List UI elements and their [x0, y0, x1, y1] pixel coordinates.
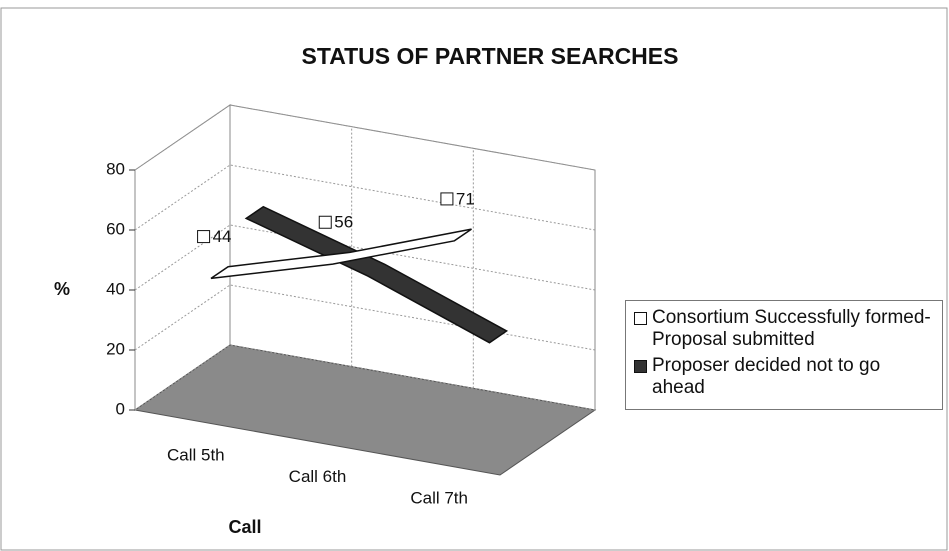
- y-tick-label: 20: [106, 339, 125, 358]
- legend-entry: Proposer decided not to go ahead: [634, 355, 934, 399]
- y-tick-label: 60: [106, 219, 125, 238]
- x-axis-title: Call: [228, 517, 261, 537]
- y-tick-label: 40: [106, 279, 125, 298]
- data-label: 71: [456, 189, 475, 208]
- data-label-box: [197, 230, 211, 244]
- chart-title: STATUS OF PARTNER SEARCHES: [302, 43, 679, 69]
- x-tick-label: Call 5th: [167, 445, 225, 464]
- x-tick-label: Call 7th: [410, 489, 468, 508]
- frame: [0, 7, 948, 551]
- data-label: 44: [213, 227, 232, 246]
- y-axis-title: %: [54, 279, 70, 299]
- data-label-box: [440, 192, 454, 206]
- x-tick-label: Call 6th: [289, 467, 347, 486]
- legend-swatch: [634, 312, 647, 325]
- legend-label: Proposer decided not to go ahead: [652, 355, 881, 398]
- data-label-box: [318, 215, 332, 229]
- ribbon: [244, 205, 509, 344]
- legend-label: Consortium Successfully formed- Proposal…: [652, 307, 931, 350]
- ribbon: [210, 228, 472, 280]
- legend-swatch: [634, 360, 647, 373]
- data-label: 56: [334, 213, 353, 232]
- legend: Consortium Successfully formed- Proposal…: [625, 300, 943, 410]
- legend-entry: Consortium Successfully formed- Proposal…: [634, 307, 934, 351]
- y-tick-label: 80: [106, 159, 125, 178]
- y-tick-label: 0: [116, 399, 125, 418]
